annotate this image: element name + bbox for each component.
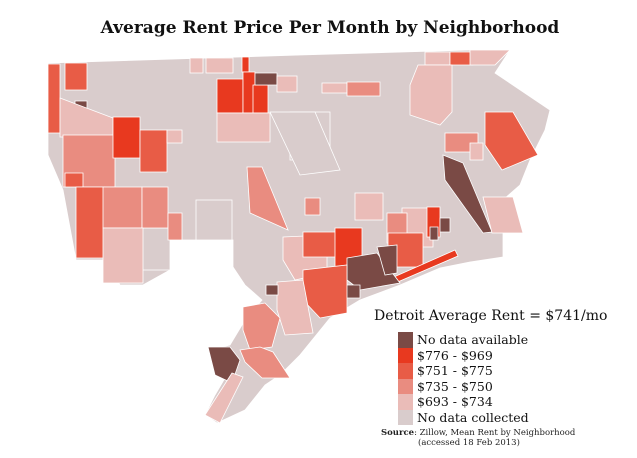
neighborhood — [252, 84, 269, 114]
neighborhood — [265, 284, 279, 296]
neighborhood — [189, 57, 204, 74]
neighborhood — [75, 186, 106, 259]
neighborhood — [376, 244, 398, 276]
neighborhood — [141, 227, 171, 271]
neighborhood — [482, 196, 524, 234]
source-note: Source: Zillow, Mean Rent by Neighborhoo… — [381, 428, 575, 448]
neighborhood — [254, 72, 278, 86]
neighborhood — [424, 51, 451, 66]
neighborhood — [269, 111, 341, 176]
neighborhood — [442, 154, 493, 234]
neighborhood — [64, 62, 88, 91]
neighborhood — [139, 129, 168, 173]
neighborhood — [166, 129, 183, 144]
source-label: Source — [381, 428, 415, 438]
neighborhood — [469, 49, 511, 66]
legend-label: No data available — [417, 332, 529, 348]
legend-label: $693 - $734 — [417, 394, 493, 410]
neighborhood — [102, 186, 143, 229]
neighborhood — [64, 172, 84, 188]
neighborhood — [167, 212, 183, 241]
legend-item: No data available — [398, 332, 529, 348]
legend-swatch — [398, 363, 413, 379]
neighborhood — [102, 227, 144, 284]
neighborhood — [112, 116, 141, 159]
neighborhood — [302, 231, 338, 258]
neighborhood — [276, 279, 314, 336]
legend-item: $693 - $734 — [398, 394, 529, 410]
neighborhood — [246, 166, 289, 231]
legend-swatch — [398, 394, 413, 410]
neighborhood — [242, 302, 281, 351]
neighborhood — [321, 82, 348, 94]
neighborhood — [409, 64, 453, 126]
legend-item: $751 - $775 — [398, 363, 529, 379]
map-title: Average Rent Price Per Month by Neighbor… — [100, 18, 560, 38]
neighborhood — [47, 63, 61, 134]
neighborhood — [354, 192, 384, 221]
neighborhood — [195, 199, 233, 241]
legend-label: $776 - $969 — [417, 347, 493, 363]
neighborhood — [141, 186, 169, 229]
neighborhood — [484, 111, 539, 171]
neighborhood — [216, 78, 244, 114]
legend: No data available $776 - $969 $751 - $77… — [398, 332, 529, 425]
neighborhood — [216, 112, 271, 143]
legend-label: No data collected — [417, 409, 529, 425]
legend-label: $735 - $750 — [417, 378, 493, 394]
neighborhood — [449, 51, 474, 66]
legend-item: No data collected — [398, 409, 529, 425]
neighborhood — [204, 372, 244, 424]
source-text: : Zillow, Mean Rent by Neighborhood — [414, 428, 576, 438]
neighborhood — [276, 75, 298, 93]
neighborhood — [429, 226, 439, 241]
neighborhood — [205, 57, 234, 74]
neighborhood — [469, 142, 484, 161]
average-rent-label: Detroit Average Rent = $741/mo — [374, 308, 608, 324]
source-accessed: (accessed 18 Feb 2013) — [418, 438, 520, 448]
neighborhood — [241, 56, 250, 73]
legend-item: $776 - $969 — [398, 347, 529, 363]
legend-item: $735 - $750 — [398, 378, 529, 394]
legend-swatch — [398, 332, 413, 348]
legend-label: $751 - $775 — [417, 363, 493, 379]
neighborhood — [239, 346, 291, 379]
legend-swatch — [398, 378, 413, 394]
legend-swatch — [398, 409, 413, 425]
neighborhood — [304, 197, 321, 216]
neighborhood — [439, 217, 451, 233]
legend-swatch — [398, 347, 413, 363]
neighborhood — [346, 81, 381, 97]
